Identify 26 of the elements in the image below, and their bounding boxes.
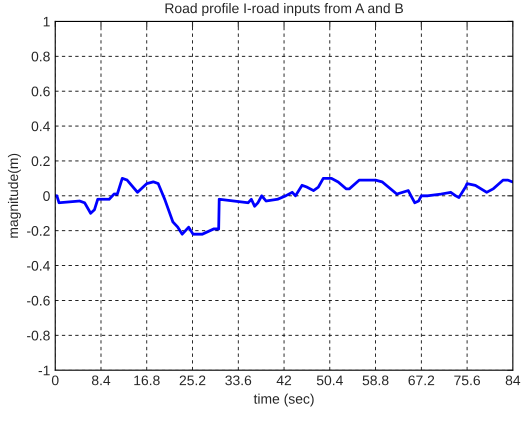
- x-tick-label: 67.2: [408, 375, 434, 386]
- x-tick-label: 58.8: [362, 375, 388, 386]
- x-tick-label: 84: [506, 375, 520, 386]
- y-tick-label: 0.8: [32, 52, 50, 62]
- x-tick-label: 75.6: [454, 375, 480, 386]
- y-tick-label: -1: [38, 366, 50, 376]
- y-tick-label: -0.2: [27, 226, 50, 236]
- x-tick-label: 0: [52, 375, 59, 386]
- y-tick-label: 0.6: [32, 86, 50, 96]
- y-tick-label: 0: [43, 191, 50, 201]
- y-tick-label: 0.2: [32, 156, 50, 166]
- y-tick-label: -0.8: [27, 330, 50, 341]
- y-tick-label: 0.4: [32, 121, 50, 132]
- x-tick-label: 42: [276, 375, 292, 386]
- line-series: [55, 176, 513, 236]
- x-axis-title: time (sec): [254, 394, 314, 407]
- x-tick-label: 8.4: [92, 375, 110, 386]
- y-tick-label: -0.4: [27, 260, 50, 271]
- x-tick-label: 33.6: [225, 375, 252, 386]
- y-axis-title: magnitude(m): [8, 154, 21, 238]
- x-tick-label: 16.8: [134, 375, 160, 386]
- x-tick-label: 25.2: [180, 375, 206, 386]
- y-tick-label: -0.6: [27, 296, 50, 306]
- chart-title: Road profile I-road inputs from A and B: [166, 3, 403, 16]
- y-tick-label: 1: [44, 16, 50, 26]
- x-tick-label: 50.4: [316, 375, 343, 386]
